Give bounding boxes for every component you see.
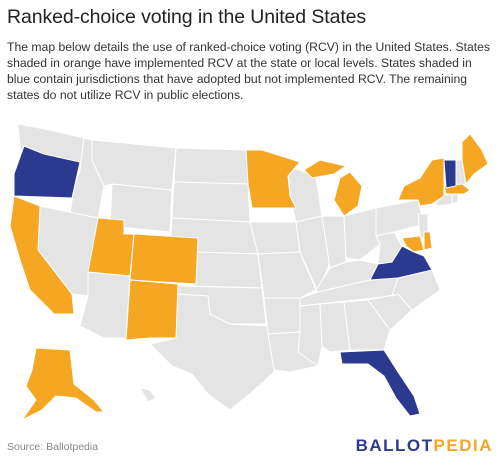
state-montana bbox=[91, 139, 177, 191]
state-rhode-island bbox=[451, 193, 459, 205]
state-minnesota bbox=[245, 149, 301, 209]
logo-part-pedia: PEDIA bbox=[433, 436, 493, 455]
state-michigan bbox=[303, 159, 363, 217]
state-maryland bbox=[401, 235, 425, 253]
state-new-york bbox=[397, 157, 445, 207]
state-wyoming bbox=[109, 183, 173, 233]
state-florida bbox=[339, 349, 421, 417]
state-colorado bbox=[129, 233, 199, 285]
state-ohio bbox=[343, 207, 381, 261]
state-arkansas bbox=[263, 297, 301, 335]
state-georgia bbox=[343, 299, 391, 351]
source-note: Source: Ballotpedia bbox=[7, 441, 99, 453]
state-delaware bbox=[423, 231, 433, 251]
state-maine bbox=[461, 133, 489, 185]
ballotpedia-logo: BALLOTPEDIA bbox=[356, 436, 493, 456]
state-north-dakota bbox=[173, 147, 249, 185]
state-virginia bbox=[369, 245, 433, 281]
logo-part-ballot: BALLOT bbox=[355, 436, 434, 455]
state-alabama bbox=[319, 301, 351, 353]
state-arizona bbox=[79, 271, 131, 339]
state-alaska bbox=[21, 347, 105, 421]
state-iowa bbox=[249, 221, 301, 255]
state-california bbox=[9, 195, 75, 315]
page-title: Ranked-choice voting in the United State… bbox=[7, 6, 367, 28]
state-missouri bbox=[257, 251, 317, 299]
state-south-dakota bbox=[171, 181, 251, 223]
states-adopted-not-implemented bbox=[13, 145, 457, 417]
state-kansas bbox=[193, 251, 263, 289]
state-new-mexico bbox=[125, 279, 179, 341]
state-pennsylvania bbox=[375, 199, 425, 237]
map-description: The map below details the use of ranked-… bbox=[7, 40, 491, 102]
state-texas bbox=[149, 293, 275, 411]
state-vermont bbox=[443, 159, 457, 189]
states-implemented bbox=[9, 133, 489, 421]
state-hawaii bbox=[139, 387, 157, 403]
us-rcv-map bbox=[9, 123, 489, 421]
state-oregon bbox=[13, 145, 81, 199]
